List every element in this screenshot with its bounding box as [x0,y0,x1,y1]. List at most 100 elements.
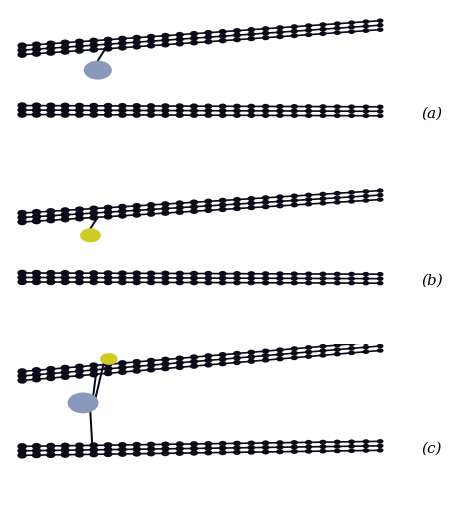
Circle shape [276,280,283,285]
Circle shape [247,358,255,364]
Circle shape [147,358,155,364]
Circle shape [319,281,327,285]
Circle shape [348,272,355,277]
Circle shape [118,270,127,276]
Circle shape [305,449,312,454]
Circle shape [233,206,241,211]
Circle shape [204,104,212,109]
Circle shape [32,274,41,281]
Circle shape [61,212,70,218]
Circle shape [305,345,312,350]
Circle shape [147,446,155,452]
Circle shape [46,213,55,219]
Circle shape [291,280,298,285]
Circle shape [363,277,369,281]
Circle shape [348,341,355,346]
Circle shape [61,48,70,55]
Circle shape [377,188,383,193]
Circle shape [161,201,170,207]
Circle shape [291,202,298,208]
Circle shape [132,35,141,41]
Circle shape [233,360,241,365]
Circle shape [32,448,41,454]
Circle shape [132,275,141,281]
Circle shape [377,277,383,281]
Circle shape [84,61,112,80]
Circle shape [190,40,198,45]
Circle shape [363,444,369,449]
Circle shape [46,279,55,285]
Circle shape [18,214,27,221]
Circle shape [276,199,283,204]
Circle shape [132,212,141,218]
Circle shape [291,346,298,351]
Circle shape [363,20,369,24]
Circle shape [247,200,255,206]
Circle shape [305,23,312,28]
Circle shape [161,108,170,113]
Circle shape [118,45,127,50]
Circle shape [204,35,212,40]
Circle shape [305,440,312,445]
Circle shape [175,112,184,118]
Circle shape [219,361,227,366]
Circle shape [104,442,112,448]
Circle shape [18,443,27,450]
Circle shape [377,19,383,23]
Circle shape [118,213,127,219]
Circle shape [161,205,170,211]
Circle shape [276,276,283,281]
Circle shape [219,104,227,109]
Circle shape [219,33,227,39]
Circle shape [319,113,327,118]
Circle shape [233,355,241,360]
Circle shape [348,29,355,34]
Circle shape [61,216,70,222]
Circle shape [276,271,283,277]
Circle shape [89,214,98,220]
Circle shape [291,276,298,281]
Circle shape [104,107,112,113]
Circle shape [348,444,355,449]
Circle shape [132,44,141,49]
Circle shape [247,36,255,41]
Circle shape [305,276,312,281]
Circle shape [276,34,283,39]
Circle shape [334,440,341,444]
Circle shape [348,276,355,281]
Circle shape [305,281,312,285]
Circle shape [61,207,70,213]
Circle shape [219,198,227,203]
Circle shape [377,193,383,197]
Circle shape [204,357,212,363]
Circle shape [334,272,341,277]
Circle shape [104,37,112,43]
Circle shape [161,270,170,276]
Circle shape [161,451,170,456]
Circle shape [46,274,55,281]
Circle shape [291,194,298,198]
Circle shape [75,452,84,458]
Circle shape [118,442,127,448]
Circle shape [61,369,70,375]
Circle shape [18,102,27,109]
Circle shape [18,219,27,225]
Circle shape [319,353,327,358]
Circle shape [247,276,255,281]
Circle shape [319,271,327,277]
Circle shape [18,279,27,285]
Circle shape [377,105,383,109]
Circle shape [89,279,98,285]
Circle shape [190,204,198,210]
Circle shape [118,40,127,46]
Circle shape [247,27,255,32]
Circle shape [161,37,170,43]
Circle shape [247,113,255,118]
Circle shape [61,40,70,46]
Circle shape [147,270,155,276]
Circle shape [190,359,198,364]
Circle shape [276,30,283,35]
Circle shape [18,107,27,113]
Circle shape [118,103,127,109]
Circle shape [75,107,84,113]
